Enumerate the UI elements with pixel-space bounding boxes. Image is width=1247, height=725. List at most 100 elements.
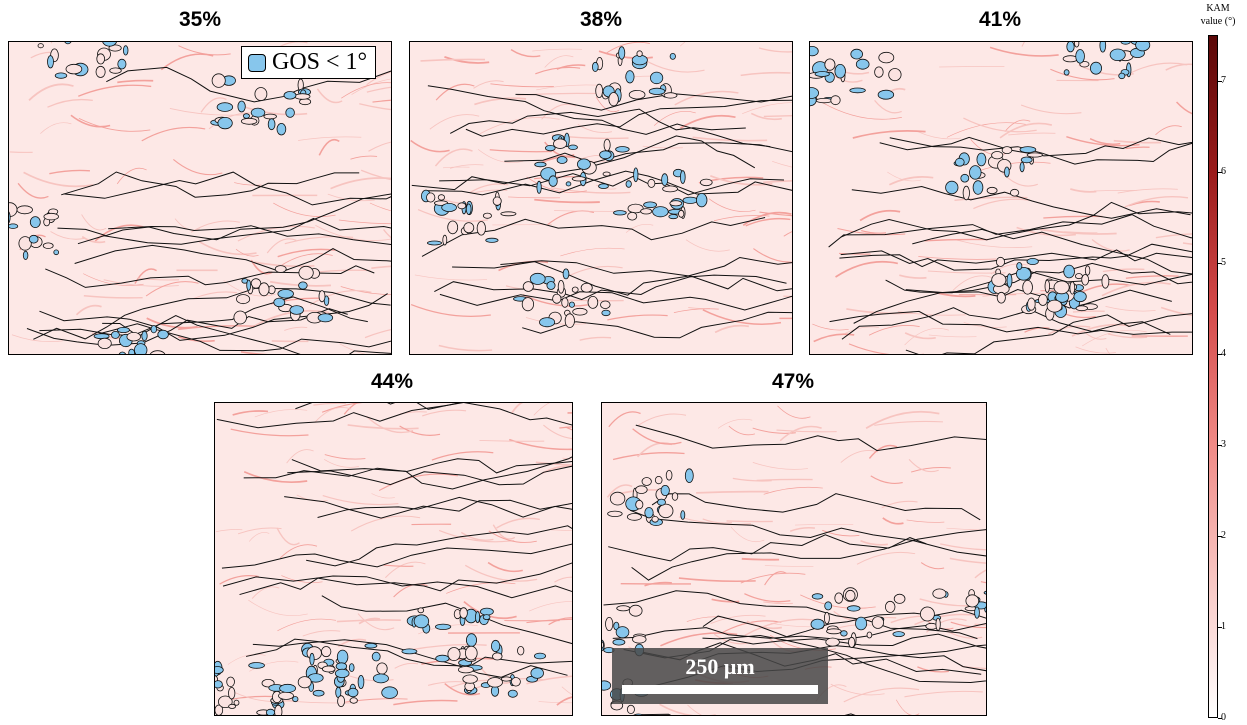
kam-streak (952, 275, 993, 291)
kam-streak (918, 256, 997, 260)
kam-streak (917, 131, 961, 140)
kam-streak (508, 196, 561, 199)
grain-boundary (631, 529, 986, 581)
recrystallized-grain (435, 654, 450, 663)
kam-streak (741, 557, 780, 561)
recrystallized-grain (149, 350, 166, 354)
kam-streak (544, 55, 574, 68)
scale-bar-label: 250 μm (685, 654, 755, 679)
kam-streak (417, 209, 488, 222)
kam-streak (813, 333, 855, 343)
recrystallized-grain (116, 326, 130, 333)
recrystallized-grain (663, 92, 678, 99)
kam-streak (895, 699, 920, 715)
panel-title-44: 44% (370, 370, 414, 393)
kam-streak (318, 138, 340, 156)
kam-streak (116, 167, 147, 185)
recrystallized-grain (265, 708, 276, 715)
recrystallized-grain (616, 605, 631, 612)
recrystallized-grain (233, 699, 240, 706)
kam-streak (539, 155, 576, 164)
kam-streak (1125, 146, 1150, 150)
kam-streak (746, 620, 782, 630)
kam-streak (874, 420, 943, 426)
kam-streak (861, 229, 887, 234)
kam-map-44 (214, 402, 573, 716)
recrystallized-grain (16, 205, 33, 215)
kam-streak (410, 139, 450, 153)
grain-boundary (291, 456, 572, 490)
kam-streak (75, 304, 102, 316)
kam-streak (535, 66, 581, 75)
kam-streak (763, 601, 793, 605)
recrystallized-grain (479, 607, 494, 616)
kam-streak (946, 527, 986, 531)
recrystallized-grain (660, 485, 670, 497)
grain-boundary (39, 293, 388, 341)
kam-streak (449, 164, 484, 169)
recrystallized-grain (603, 138, 611, 152)
recrystallized-grain (357, 674, 365, 689)
recrystallized-grain (552, 293, 562, 304)
recrystallized-grain (246, 279, 252, 291)
panel-title-47: 47% (771, 370, 815, 393)
kam-streak (237, 527, 282, 535)
kam-streak (422, 409, 467, 417)
kam-streak (541, 103, 577, 120)
recrystallized-grain (250, 278, 262, 289)
kam-streak (730, 526, 765, 543)
kam-streak (410, 303, 491, 317)
scale-bar-line (622, 685, 818, 694)
recrystallized-grain (636, 50, 643, 57)
kam-streak (579, 336, 612, 341)
recrystallized-grain (43, 212, 59, 221)
recrystallized-grain (122, 45, 129, 56)
grain-boundary (287, 465, 572, 486)
recrystallized-grain (364, 642, 378, 649)
recrystallized-grain (294, 93, 311, 100)
kam-streak (248, 599, 308, 617)
recrystallized-grain (1046, 299, 1063, 313)
recrystallized-grain (476, 221, 486, 236)
recrystallized-grain (93, 333, 110, 340)
grain-boundary (221, 543, 572, 569)
recrystallized-grain (657, 498, 666, 506)
recrystallized-grain (522, 281, 534, 292)
kam-streak (266, 238, 297, 254)
kam-streak (1040, 228, 1117, 235)
kam-streak (565, 426, 572, 431)
recrystallized-grain (678, 209, 685, 218)
recrystallized-grain (647, 178, 656, 188)
grain-boundary (522, 311, 792, 339)
kam-streak (679, 114, 736, 129)
recrystallized-grain (671, 492, 679, 501)
recrystallized-grain (492, 196, 502, 206)
kam-streak (323, 458, 359, 468)
kam-streak (160, 53, 214, 71)
kam-streak (608, 411, 641, 428)
recrystallized-grain (278, 691, 294, 700)
recrystallized-grain (605, 616, 614, 631)
kam-streak (562, 457, 572, 460)
recrystallized-grain (217, 117, 233, 130)
kam-streak (708, 198, 756, 212)
recrystallized-grain (1118, 72, 1126, 80)
grain-boundary (603, 590, 978, 640)
recrystallized-grain (1073, 291, 1087, 303)
recrystallized-grain (568, 301, 575, 308)
recrystallized-grain (22, 250, 29, 260)
recrystallized-grain (1120, 42, 1131, 45)
recrystallized-grain (1053, 280, 1070, 295)
recrystallized-grain (625, 70, 635, 84)
kam-streak (1105, 306, 1156, 312)
recrystallized-grain (465, 633, 477, 647)
recrystallized-grain (447, 647, 461, 662)
kam-streak (1020, 104, 1082, 115)
grain-boundary (651, 493, 981, 521)
recrystallized-grain (417, 607, 425, 614)
recrystallized-grain (991, 273, 1007, 287)
kam-streak (146, 317, 198, 329)
kam-streak (859, 209, 901, 222)
kam-streak (277, 248, 336, 258)
kam-map-38 (409, 41, 793, 355)
